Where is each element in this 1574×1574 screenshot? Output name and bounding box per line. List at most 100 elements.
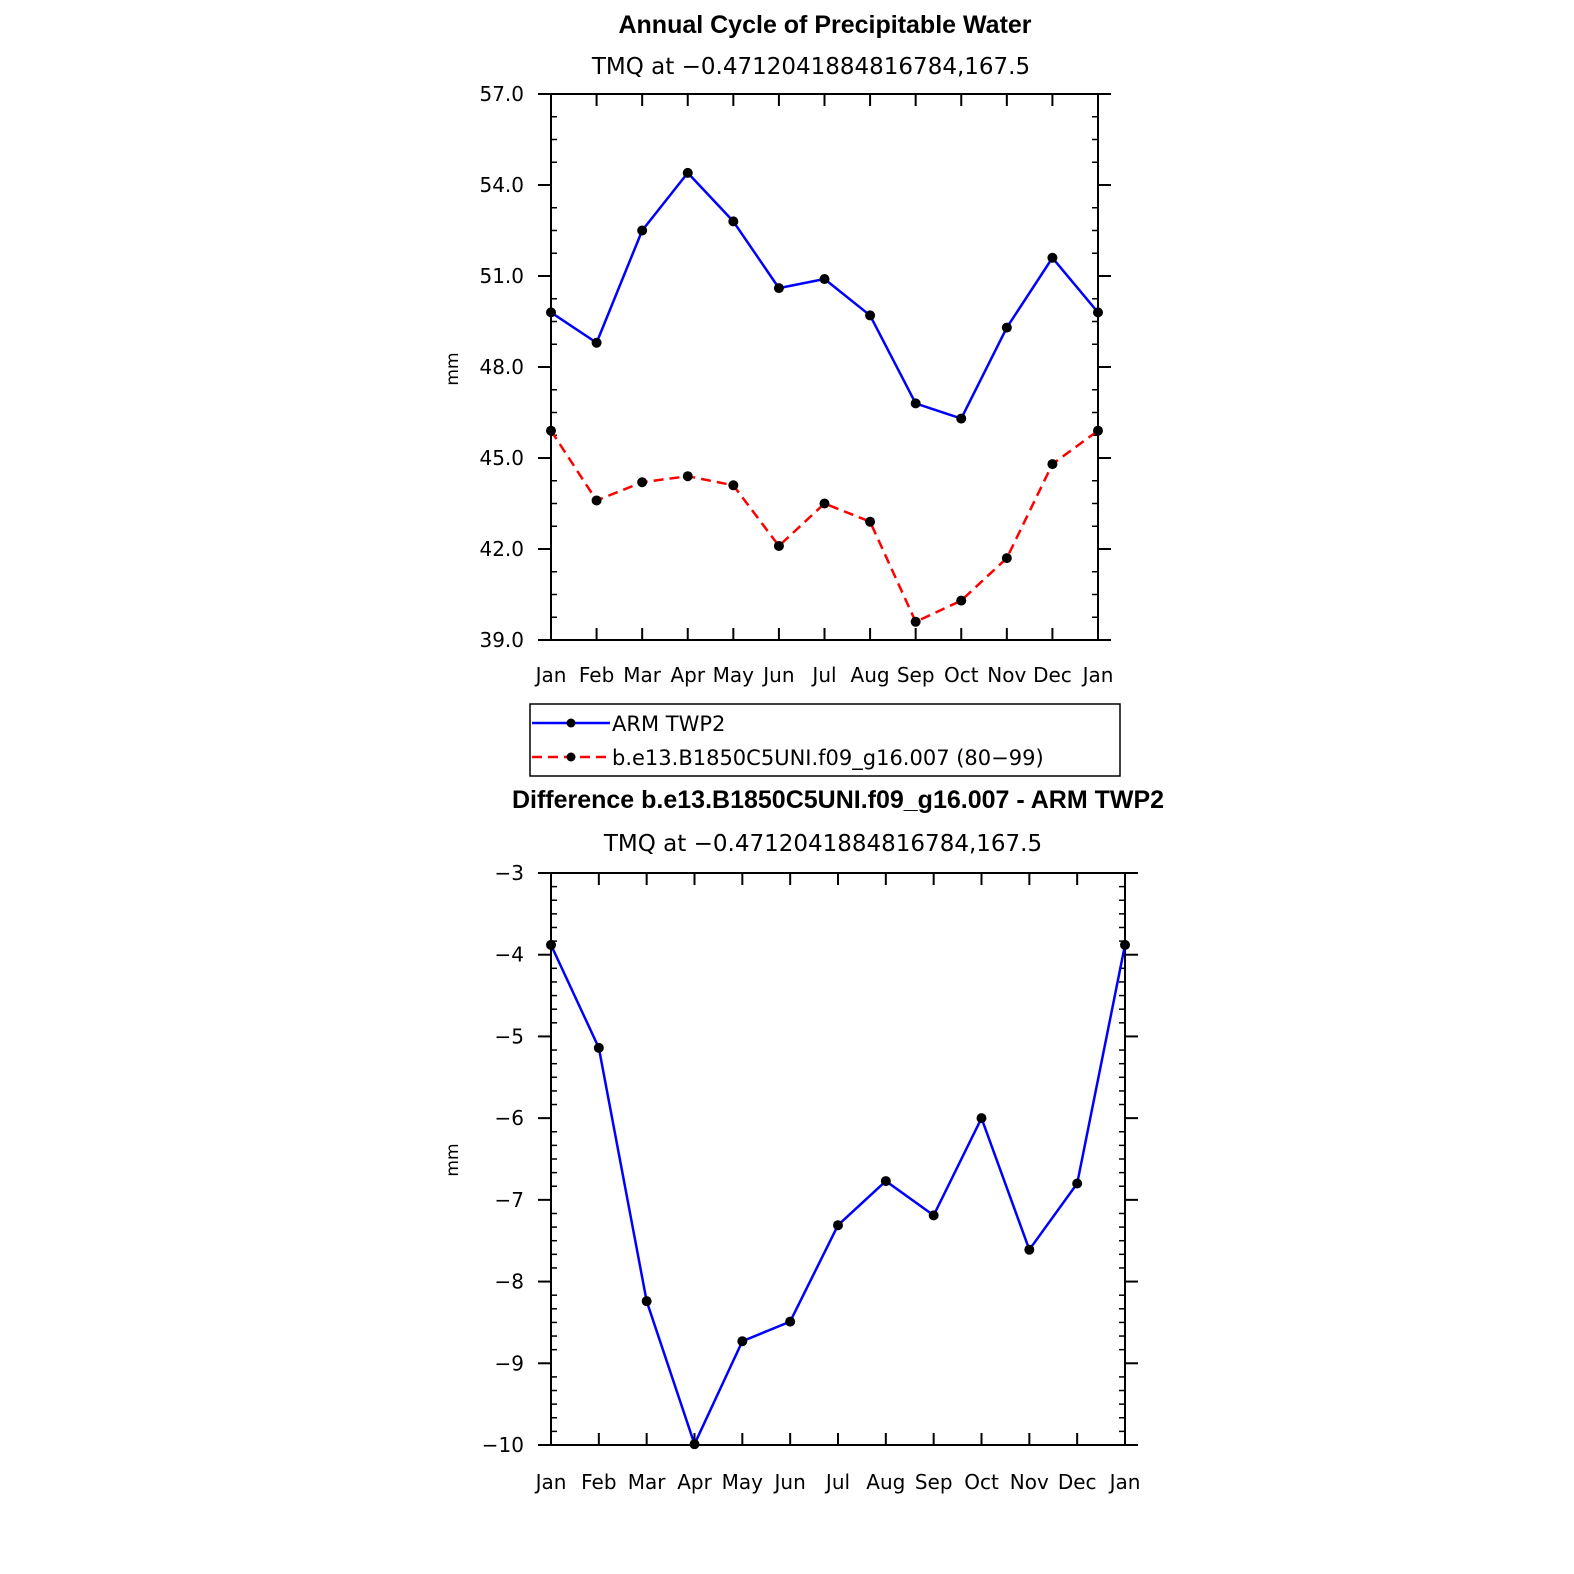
chart1-series-1-point — [910, 616, 921, 627]
chart2-xtick-label: Jan — [534, 1470, 567, 1494]
chart1-series-1-point — [1047, 459, 1058, 470]
chart1-series-0-point — [819, 274, 830, 285]
chart1-series-0-point — [1047, 252, 1058, 263]
chart2-series-0-point — [785, 1316, 796, 1327]
chart2-series-0-point — [1024, 1244, 1035, 1255]
legend: ARM TWP2 b.e13.B1850C5UNI.f09_g16.007 (8… — [529, 703, 1121, 777]
chart1-series-0-point — [956, 413, 967, 424]
chart1-series-1-point — [956, 595, 967, 606]
chart1-ytick-label: 51.0 — [479, 264, 524, 288]
chart2-ytick-label: −5 — [495, 1024, 524, 1048]
chart1-series-0-point — [1001, 322, 1012, 333]
chart1-xtick-label: Jun — [761, 663, 794, 687]
chart1-xtick-label: Mar — [623, 663, 662, 687]
chart1-series-0-point — [637, 225, 648, 236]
chart1-xtick-label: Jan — [534, 663, 567, 687]
chart1-series-0-point — [546, 307, 556, 318]
chart1-series-1-point — [819, 498, 830, 509]
chart2-series-0-point — [546, 939, 556, 950]
chart1-series-0-point — [728, 216, 739, 227]
chart2-series-0-point — [976, 1113, 987, 1124]
chart1-ytick-label: 45.0 — [479, 446, 524, 470]
chart2-series-0-point — [880, 1176, 891, 1187]
legend-marker-arm — [566, 718, 576, 728]
chart2-xtick-label: Feb — [581, 1470, 616, 1494]
chart1-series-0-point — [591, 337, 602, 348]
chart2-plot-area: Jan Feb Mar Apr May Jun Jul Aug Sep Oct Nov Dec Jan−… — [482, 861, 1141, 1494]
chart2-series-0-line — [549, 944, 1127, 1446]
chart1-series-0-point — [1093, 307, 1103, 318]
chart1-series-1-point — [682, 471, 693, 482]
chart2-xtick-label: Jul — [824, 1470, 850, 1494]
legend-box — [529, 703, 1121, 777]
chart2-series-0-point — [737, 1336, 748, 1347]
chart2-xtick-label: Mar — [628, 1470, 667, 1494]
chart1-ylabel: mm — [443, 352, 463, 385]
chart1-series-0-point — [773, 283, 784, 294]
chart1-series-1-line — [549, 429, 1099, 624]
chart2-xtick-label: Sep — [915, 1470, 953, 1494]
chart2-ylabel: mm — [443, 1143, 463, 1176]
chart1-xtick-label: Dec — [1033, 663, 1072, 687]
chart2-series-0-point — [1072, 1178, 1083, 1189]
chart1-xtick-label: Feb — [579, 663, 614, 687]
chart2-ytick-label: −6 — [495, 1106, 524, 1130]
chart2-series-0-point — [928, 1210, 939, 1221]
chart2-xtick-label: Aug — [866, 1470, 905, 1494]
chart1-xtick-label: Jul — [810, 663, 836, 687]
chart1-series-1-point — [637, 477, 648, 488]
difference-chart: Difference b.e13.B1850C5UNI.f09_g16.007 … — [443, 786, 1164, 1494]
chart1-frame — [550, 93, 1099, 641]
chart2-ytick-label: −8 — [495, 1270, 524, 1294]
chart1-series-1-point — [591, 495, 602, 506]
chart1-title: Annual Cycle of Precipitable Water — [618, 11, 1031, 39]
chart2-xtick-label: Jun — [773, 1470, 806, 1494]
chart2-ytick-label: −7 — [495, 1188, 524, 1212]
chart1-plot-area: Jan Feb Mar Apr May Jun Jul Aug Sep Oct Nov Dec Jan 3… — [479, 82, 1113, 687]
chart2-frame — [550, 872, 1126, 1446]
chart2-xtick-label: Oct — [964, 1470, 999, 1494]
chart1-ytick-label: 54.0 — [479, 173, 524, 197]
chart2-title: Difference b.e13.B1850C5UNI.f09_g16.007 … — [512, 786, 1164, 814]
chart1-ytick-label: 57.0 — [479, 82, 524, 106]
chart2-series-0-point — [641, 1296, 652, 1307]
chart1-series-1-point — [1001, 553, 1012, 564]
chart2-xtick-label: May — [722, 1470, 764, 1494]
chart1-xtick-label: May — [713, 663, 755, 687]
chart2-ytick-label: −10 — [482, 1433, 524, 1457]
chart2-series-0-point — [833, 1220, 843, 1231]
chart1-subtitle: TMQ at −0.4712041884816784,167.5 — [591, 54, 1030, 80]
chart2-ytick-label: −4 — [495, 943, 524, 967]
annual-cycle-chart: Annual Cycle of Precipitable Water TMQ a… — [443, 11, 1113, 687]
chart1-series-0-point — [910, 398, 921, 409]
chart1-series-1-point — [546, 425, 556, 436]
chart1-xtick-label: Aug — [851, 663, 890, 687]
chart2-series-0-point — [593, 1042, 604, 1053]
chart1-xtick-label: Apr — [670, 663, 705, 687]
chart2-xtick-label: Dec — [1058, 1470, 1097, 1494]
legend-marker-model — [566, 752, 576, 762]
chart1-series-0-point — [865, 310, 876, 321]
chart2-xtick-label: Nov — [1010, 1470, 1049, 1494]
chart1-ytick-label: 42.0 — [479, 537, 524, 561]
chart1-xtick-label: Sep — [897, 663, 935, 687]
chart2-series-0-point — [1120, 939, 1130, 950]
chart1-series-1-point — [773, 540, 784, 551]
chart1-series-0-line — [550, 171, 1099, 420]
chart1-series-1-point — [728, 480, 739, 491]
chart2-ytick-label: −3 — [495, 861, 524, 885]
chart2-xtick-label: Apr — [677, 1470, 712, 1494]
chart1-series-0-point — [682, 167, 693, 178]
chart2-subtitle: TMQ at −0.4712041884816784,167.5 — [603, 831, 1042, 857]
chart2-ytick-label: −9 — [495, 1351, 524, 1375]
chart1-xtick-label: Nov — [987, 663, 1026, 687]
chart1-xtick-label: Oct — [944, 663, 979, 687]
chart1-xtick-label: Jan — [1081, 663, 1114, 687]
chart1-ytick-label: 48.0 — [479, 355, 524, 379]
chart2-series-0-point — [689, 1439, 700, 1450]
chart1-ytick-label: 39.0 — [479, 628, 524, 652]
chart1-series-1-point — [1093, 425, 1103, 436]
legend-label-model: b.e13.B1850C5UNI.f09_g16.007 (80−99) — [612, 746, 1044, 771]
legend-label-arm: ARM TWP2 — [612, 712, 725, 736]
